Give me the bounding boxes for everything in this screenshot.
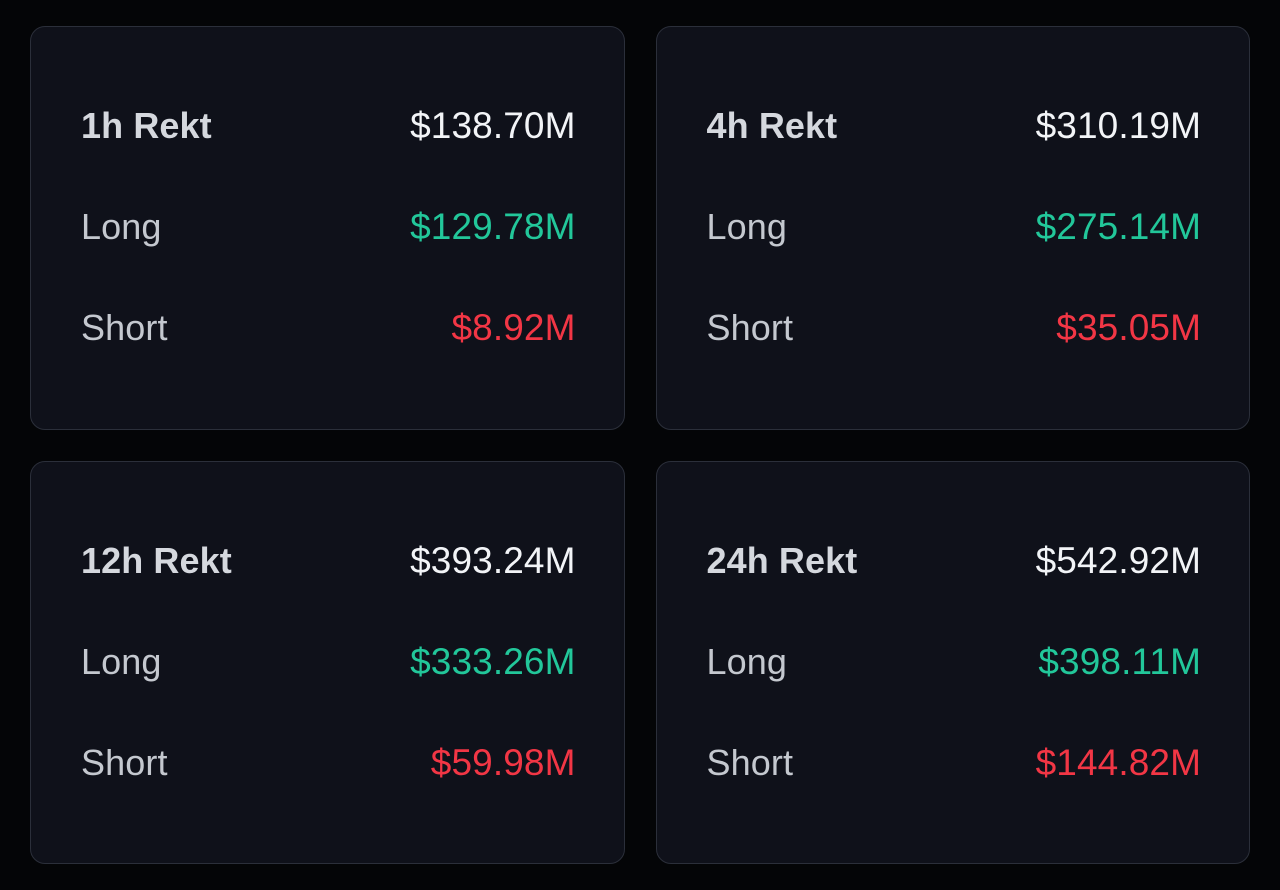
- short-value: $59.98M: [430, 741, 576, 783]
- card-title: 4h Rekt: [706, 105, 838, 147]
- long-label: Long: [81, 640, 162, 682]
- long-value: $333.26M: [410, 640, 576, 682]
- card-header-row: 12h Rekt $393.24M: [81, 539, 576, 581]
- card-title: 12h Rekt: [81, 539, 232, 581]
- rekt-card-24h[interactable]: 24h Rekt $542.92M Long $398.11M Short $1…: [655, 460, 1250, 864]
- rekt-card-4h[interactable]: 4h Rekt $310.19M Long $275.14M Short $35…: [655, 26, 1250, 430]
- card-header-row: 1h Rekt $138.70M: [81, 107, 576, 146]
- long-row: Long $398.11M: [706, 640, 1202, 682]
- long-value: $129.78M: [410, 206, 576, 248]
- short-label: Short: [81, 741, 168, 783]
- long-value: $398.11M: [1038, 640, 1201, 682]
- card-header-row: 4h Rekt $310.19M: [707, 107, 1202, 146]
- long-row: Long $275.14M: [706, 206, 1202, 248]
- long-label: Long: [706, 206, 787, 248]
- rekt-card-1h[interactable]: 1h Rekt $138.70M Long $129.78M Short $8.…: [30, 26, 625, 430]
- short-label: Short: [706, 741, 794, 783]
- card-total-value: $393.24M: [410, 539, 576, 581]
- card-title: 1h Rekt: [81, 105, 212, 147]
- short-label: Short: [706, 307, 794, 349]
- card-total-value: $542.92M: [1035, 539, 1201, 581]
- short-row: Short $8.92M: [81, 307, 576, 349]
- card-total-value: $138.70M: [410, 105, 576, 147]
- short-row: Short $144.82M: [706, 741, 1202, 783]
- card-total-value: $310.19M: [1035, 105, 1201, 147]
- short-label: Short: [81, 307, 168, 349]
- card-header-row: 24h Rekt $542.92M: [706, 539, 1202, 581]
- long-label: Long: [706, 640, 787, 682]
- short-value: $8.92M: [451, 307, 576, 349]
- long-label: Long: [81, 206, 162, 248]
- short-row: Short $35.05M: [706, 307, 1202, 349]
- long-value: $275.14M: [1035, 206, 1201, 248]
- rekt-card-12h[interactable]: 12h Rekt $393.24M Long $333.26M Short $5…: [30, 460, 625, 864]
- short-value: $35.05M: [1056, 307, 1201, 349]
- long-row: Long $333.26M: [81, 640, 576, 682]
- short-row: Short $59.98M: [81, 741, 576, 783]
- short-value: $144.82M: [1035, 741, 1201, 783]
- card-title: 24h Rekt: [706, 539, 858, 581]
- long-row: Long $129.78M: [81, 206, 576, 248]
